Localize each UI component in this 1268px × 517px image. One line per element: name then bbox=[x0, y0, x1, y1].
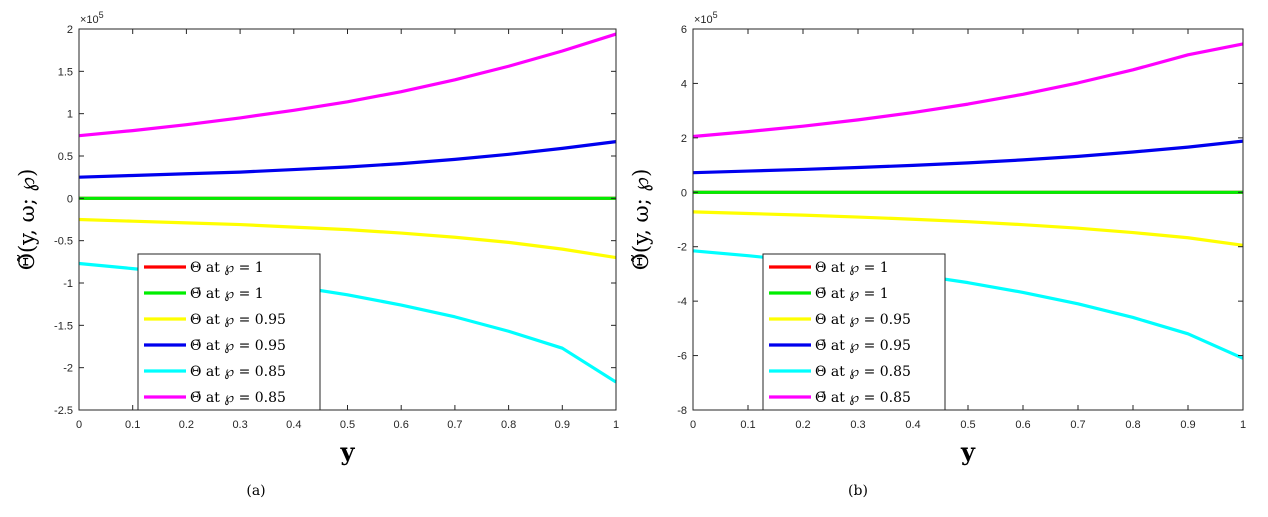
x-tick-label: 0.1 bbox=[740, 419, 755, 431]
x-tick-label: 0.4 bbox=[286, 419, 301, 431]
legend-label-3: Θ̄ at ℘ = 0.95 bbox=[815, 338, 911, 354]
x-tick-label: 0.8 bbox=[1125, 419, 1140, 431]
legend-label-5: Θ̄ at ℘ = 0.85 bbox=[190, 390, 286, 406]
y-tick-label: 0 bbox=[67, 193, 73, 205]
y-tick-label: -6 bbox=[677, 351, 687, 363]
x-axis-label: y bbox=[960, 437, 976, 466]
y-tick-label: 2 bbox=[67, 24, 73, 36]
y-axis-label: Θ̃(y, ω; ℘) bbox=[629, 169, 653, 271]
legend-label-4: Θ at ℘ = 0.85 bbox=[815, 364, 911, 380]
x-tick-label: 0.1 bbox=[125, 419, 140, 431]
x-tick-label: 0.7 bbox=[1070, 419, 1085, 431]
y-multiplier: ×105 bbox=[80, 10, 104, 26]
series-line-2 bbox=[78, 217, 617, 260]
y-tick-label: 0 bbox=[681, 187, 687, 199]
x-axis-label: y bbox=[340, 437, 356, 466]
legend: Θ at ℘ = 1 Θ̄ at ℘ = 1 Θ at ℘ = 0.95 Θ̄ at … bbox=[137, 253, 321, 411]
panel-caption: (b) bbox=[848, 483, 868, 499]
series-line-5 bbox=[78, 32, 617, 138]
y-tick-label: 4 bbox=[681, 78, 687, 90]
legend-label-3: Θ̄ at ℘ = 0.95 bbox=[190, 338, 286, 354]
y-tick-label: 0.5 bbox=[58, 151, 73, 163]
legend-box bbox=[137, 253, 321, 411]
y-tick-label: 2 bbox=[681, 133, 687, 145]
y-tick-label: -2.5 bbox=[54, 405, 73, 417]
x-tick-label: 0 bbox=[76, 419, 82, 431]
chart-panel-a: 0 0.1 0.2 0.3 0.4 0.5 0.6 0.7 0.8 0.9 1 -2.5 -2 -1.5 -… bbox=[15, 10, 619, 499]
legend-label-2: Θ at ℘ = 0.95 bbox=[815, 312, 911, 328]
series-line-2 bbox=[692, 210, 1244, 247]
x-tick-label: 1 bbox=[613, 419, 619, 431]
series-line-3 bbox=[692, 139, 1244, 175]
y-tick-label: 6 bbox=[681, 24, 687, 36]
legend-label-4: Θ at ℘ = 0.85 bbox=[190, 364, 286, 380]
y-tick-label: 1.5 bbox=[58, 66, 73, 78]
y-multiplier: ×105 bbox=[694, 10, 718, 26]
y-tick-label: -4 bbox=[677, 296, 687, 308]
series-line-5 bbox=[692, 42, 1244, 139]
legend-label-1: Θ̄ at ℘ = 1 bbox=[190, 286, 264, 302]
x-tick-label: 0.5 bbox=[340, 419, 355, 431]
legend-label-1: Θ̄ at ℘ = 1 bbox=[815, 286, 889, 302]
y-tick-label: 1 bbox=[67, 109, 73, 121]
legend: Θ at ℘ = 1 Θ̄ at ℘ = 1 Θ at ℘ = 0.95 Θ̄ at … bbox=[762, 253, 946, 411]
legend-label-0: Θ at ℘ = 1 bbox=[190, 260, 264, 276]
y-axis-label: Θ̃(y, ω; ℘) bbox=[15, 169, 39, 271]
x-tick-label: 0 bbox=[690, 419, 696, 431]
x-tick-label: 1 bbox=[1240, 419, 1246, 431]
legend-label-5: Θ̄ at ℘ = 0.85 bbox=[815, 390, 911, 406]
legend-label-0: Θ at ℘ = 1 bbox=[815, 260, 889, 276]
y-tick-label: -0.5 bbox=[54, 236, 73, 248]
y-tick-label: -2 bbox=[677, 242, 687, 254]
y-tick-label: -1 bbox=[63, 278, 73, 290]
x-tick-label: 0.5 bbox=[960, 419, 975, 431]
x-tick-label: 0.9 bbox=[1180, 419, 1195, 431]
x-tick-label: 0.6 bbox=[1015, 419, 1030, 431]
panel-caption: (a) bbox=[246, 483, 265, 499]
x-tick-label: 0.6 bbox=[394, 419, 409, 431]
x-tick-label: 0.7 bbox=[447, 419, 462, 431]
x-tick-label: 0.9 bbox=[555, 419, 570, 431]
x-tick-label: 0.3 bbox=[850, 419, 865, 431]
x-tick-label: 0.2 bbox=[795, 419, 810, 431]
x-tick-label: 0.8 bbox=[501, 419, 516, 431]
legend-label-2: Θ at ℘ = 0.95 bbox=[190, 312, 286, 328]
legend-box bbox=[762, 253, 946, 411]
series-line-3 bbox=[78, 140, 617, 179]
y-tick-label: -8 bbox=[677, 405, 687, 417]
y-tick-label: -1.5 bbox=[54, 320, 73, 332]
chart-panel-b: 0 0.1 0.2 0.3 0.4 0.5 0.6 0.7 0.8 0.9 1 -8 -6 -4 -2 0 2 4… bbox=[629, 10, 1246, 499]
x-tick-label: 0.3 bbox=[232, 419, 247, 431]
x-tick-label: 0.4 bbox=[905, 419, 920, 431]
y-tick-label: -2 bbox=[63, 363, 73, 375]
x-tick-label: 0.2 bbox=[179, 419, 194, 431]
